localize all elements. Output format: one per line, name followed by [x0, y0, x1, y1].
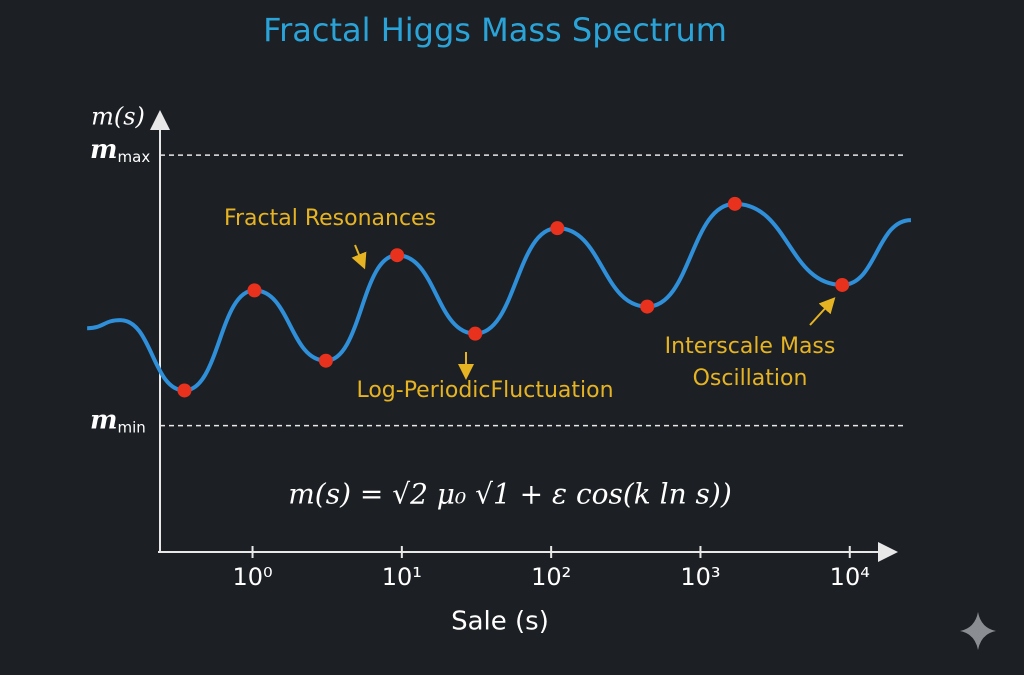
y-tick-symbol: m: [90, 135, 118, 165]
annotation: Log-PeriodicFluctuation: [356, 378, 614, 403]
chart-title: Fractal Higgs Mass Spectrum: [263, 11, 727, 49]
point: [390, 248, 405, 263]
x-tick-label: 10³: [680, 563, 720, 591]
point: [177, 383, 192, 398]
line: [87, 201, 912, 393]
y-tick-subscript: max: [118, 148, 151, 166]
arrow: [809, 297, 836, 326]
y-tick-label: mmax: [90, 135, 150, 166]
arrow: [351, 244, 367, 270]
point: [640, 299, 655, 314]
y-tick-symbol: m: [90, 406, 118, 436]
annotation: Interscale Mass Oscillation: [664, 334, 836, 391]
point: [550, 221, 565, 236]
y-axis-title: m(s): [91, 103, 145, 131]
point: [835, 277, 850, 292]
x-tick-label: 10⁰: [232, 563, 272, 591]
point: [247, 283, 262, 298]
annotation: Fractal Resonances: [223, 206, 437, 231]
point: [468, 326, 483, 341]
x-tick-label: 10²: [531, 563, 571, 591]
sparkle-icon: [960, 612, 996, 650]
formula: m(s) = √2 μ₀ √1 + ε cos(k ln s)): [288, 478, 732, 511]
point: [727, 196, 742, 211]
x-tick-label: 10¹: [382, 563, 422, 591]
x-tick-label: 10⁴: [830, 563, 870, 591]
point: [318, 353, 333, 368]
y-tick-subscript: min: [118, 418, 146, 436]
y-tick-label: mmin: [90, 406, 146, 437]
x-axis-title: Sale (s): [451, 607, 549, 637]
